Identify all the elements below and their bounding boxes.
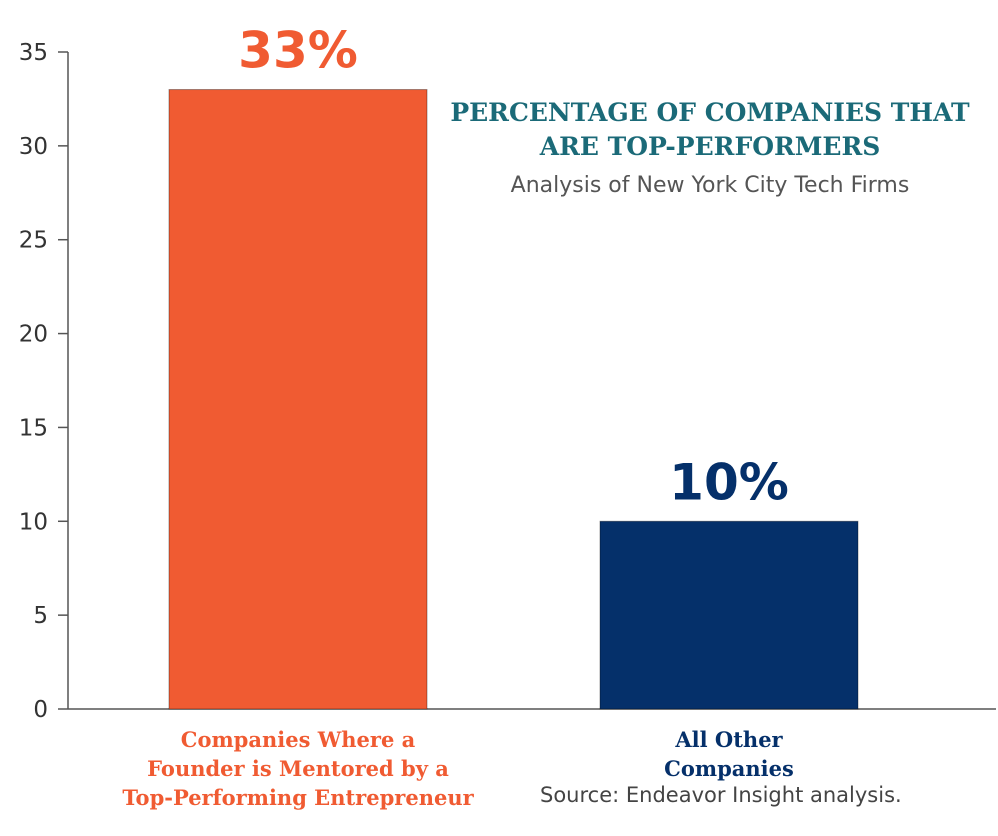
y-tick-label: 5	[33, 603, 48, 629]
x-category-label: Companies Where a	[181, 727, 416, 752]
y-tick-label: 30	[19, 134, 48, 160]
chart-title-line: PERCENTAGE OF COMPANIES THAT	[450, 98, 970, 127]
x-category-label: Founder is Mentored by a	[147, 756, 449, 781]
bar	[599, 520, 859, 710]
chart-title-line: ARE TOP-PERFORMERS	[539, 132, 881, 161]
bar	[168, 89, 428, 710]
y-tick-label: 0	[33, 697, 48, 723]
chart-title: PERCENTAGE OF COMPANIES THAT ARE TOP-PER…	[430, 96, 990, 164]
y-tick-label: 20	[19, 322, 48, 348]
bar-value-label: 33%	[238, 22, 358, 80]
x-category-label: Companies	[664, 756, 794, 781]
y-tick-label: 35	[19, 40, 48, 66]
x-category-label: Top-Performing Entrepreneur	[122, 785, 474, 810]
chart-subtitle: Analysis of New York City Tech Firms	[510, 173, 910, 198]
source-note: Source: Endeavor Insight analysis.	[540, 783, 902, 807]
x-category-label: All Other	[674, 727, 783, 752]
y-tick-label: 25	[19, 228, 48, 254]
y-tick-label: 15	[19, 415, 48, 441]
y-tick-label: 10	[19, 509, 48, 535]
bar-value-label: 10%	[669, 453, 789, 511]
